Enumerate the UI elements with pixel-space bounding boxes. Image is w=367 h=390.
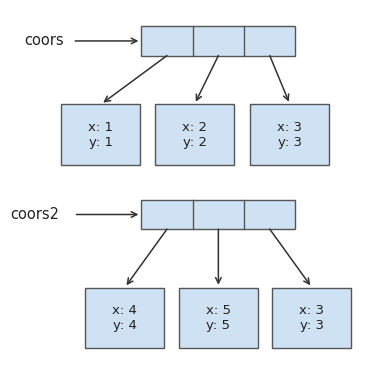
Text: coors2: coors2 xyxy=(10,207,59,222)
Text: coors: coors xyxy=(24,34,63,48)
Text: x: 3
y: 3: x: 3 y: 3 xyxy=(277,121,302,149)
FancyBboxPatch shape xyxy=(179,288,258,348)
Text: x: 3
y: 3: x: 3 y: 3 xyxy=(299,304,324,332)
FancyBboxPatch shape xyxy=(141,27,295,55)
FancyBboxPatch shape xyxy=(62,104,141,165)
Text: x: 5
y: 5: x: 5 y: 5 xyxy=(206,304,231,332)
FancyBboxPatch shape xyxy=(141,200,295,229)
Text: x: 2
y: 2: x: 2 y: 2 xyxy=(182,121,207,149)
FancyBboxPatch shape xyxy=(86,288,164,348)
Text: x: 1
y: 1: x: 1 y: 1 xyxy=(88,121,113,149)
Text: x: 4
y: 4: x: 4 y: 4 xyxy=(112,304,137,332)
FancyBboxPatch shape xyxy=(272,288,351,348)
FancyBboxPatch shape xyxy=(250,104,330,165)
FancyBboxPatch shape xyxy=(155,104,234,165)
